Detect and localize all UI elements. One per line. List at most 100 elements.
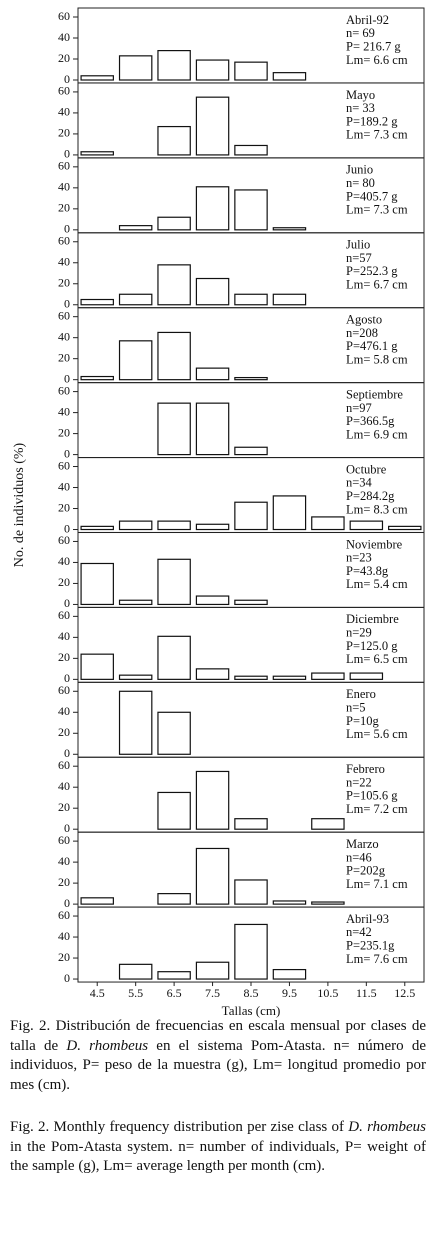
y-tick-label: 0 [64,971,70,985]
bar [80,298,114,306]
panel-annotation: n=46 [346,850,372,864]
bar [80,897,114,905]
bar [157,216,191,231]
panel-annotation: P= 216.7 g [346,39,401,53]
y-tick-label: 60 [58,9,70,23]
y-tick-label: 60 [58,683,70,697]
y-tick-label: 0 [64,521,70,535]
y-tick-label: 0 [64,671,70,685]
bar [80,525,114,531]
bar [195,59,230,81]
y-tick-label: 40 [58,30,70,44]
panel-annotation: n=29 [346,626,372,640]
bar [234,189,268,231]
x-axis-label: Tallas (cm) [222,1003,281,1018]
panel-annotation: n=57 [346,251,372,265]
panel-annotation: P=252.3 g [346,264,398,278]
panel-annotation: n=208 [346,326,378,340]
bar [157,791,191,830]
y-tick-label: 0 [64,72,70,86]
y-tick-label: 20 [58,950,70,964]
x-tick-label: 11.5 [356,986,377,1000]
panel-annotation: Lm= 5.8 cm [346,352,408,366]
x-tick-label: 7.5 [205,986,220,1000]
bar [157,893,191,905]
bar [234,144,268,156]
y-tick-label: 20 [58,276,70,290]
panel-annotation: Lm= 6.5 cm [346,652,408,666]
y-tick-label: 0 [64,746,70,760]
panel-annotation: P=43.8g [346,564,389,578]
panel-annotation: Lm= 8.3 cm [346,502,408,516]
bar [234,446,268,456]
panel-annotation: Enero [346,687,376,701]
panel-annotation: Julio [346,238,370,252]
bar [234,293,268,306]
y-tick-label: 40 [58,629,70,643]
x-tick-label: 4.5 [90,986,105,1000]
y-tick-label: 40 [58,255,70,269]
bar [195,186,230,231]
panel-annotation: Lm= 6.9 cm [346,427,408,441]
caption-en: Fig. 2. Monthly frequency distribution p… [10,1118,426,1177]
bar [195,847,230,905]
panel-annotation: Abril-93 [346,912,389,926]
bar [195,367,230,381]
y-tick-label: 20 [58,725,70,739]
bar [80,653,114,680]
panel-annotation: n=42 [346,925,372,939]
bar [272,495,307,531]
bar [195,523,230,531]
y-tick-label: 0 [64,147,70,161]
bar [80,562,114,606]
panel-annotation: Lm= 6.7 cm [346,278,408,292]
bar [311,672,345,680]
y-tick-label: 40 [58,554,70,568]
bar [195,402,230,456]
panel-annotation: n= 69 [346,26,375,40]
bar [157,711,191,755]
bar [80,151,114,156]
panel-annotation: Octubre [346,462,387,476]
panel-annotation: P=405.7 g [346,189,398,203]
caption-species: D. rhombeus [66,1037,149,1054]
panel-annotation: Lm= 7.6 cm [346,952,408,966]
y-tick-label: 20 [58,575,70,589]
y-tick-label: 60 [58,833,70,847]
y-tick-label: 40 [58,105,70,119]
panel-annotation: n=22 [346,775,372,789]
y-tick-label: 0 [64,446,70,460]
bar [157,49,191,81]
panel-annotation: P=105.6 g [346,789,398,803]
panel-annotation: P=284.2g [346,489,395,503]
bar [118,963,153,980]
y-tick-label: 40 [58,180,70,194]
caption-text: en el sistema Pom-Atasta. n= número de i… [10,1037,426,1093]
bar [118,340,153,381]
y-tick-label: 0 [64,821,70,835]
caption-text: Fig. 2. Monthly frequency distribution p… [10,1119,349,1135]
panel-annotation: Diciembre [346,612,399,626]
y-tick-label: 20 [58,875,70,889]
bar [349,672,384,680]
bar [272,72,307,81]
bar [234,501,268,531]
x-tick-label: 12.5 [394,986,415,1000]
caption-species: D. rhombeus [348,1119,426,1135]
bar [388,525,422,531]
x-tick-label: 10.5 [317,986,338,1000]
panel-annotation: Lm= 7.3 cm [346,128,408,142]
bar [80,375,114,381]
bar [234,879,268,905]
bar [272,968,307,980]
panel-annotation: P=10g [346,714,380,728]
panel-annotation: n= 80 [346,176,375,190]
bar [157,331,191,381]
panel-annotation: P=476.1 g [346,339,398,353]
panel-annotation: Marzo [346,837,379,851]
panel-annotation: Agosto [346,313,382,327]
y-tick-label: 60 [58,234,70,248]
bar [272,900,307,905]
